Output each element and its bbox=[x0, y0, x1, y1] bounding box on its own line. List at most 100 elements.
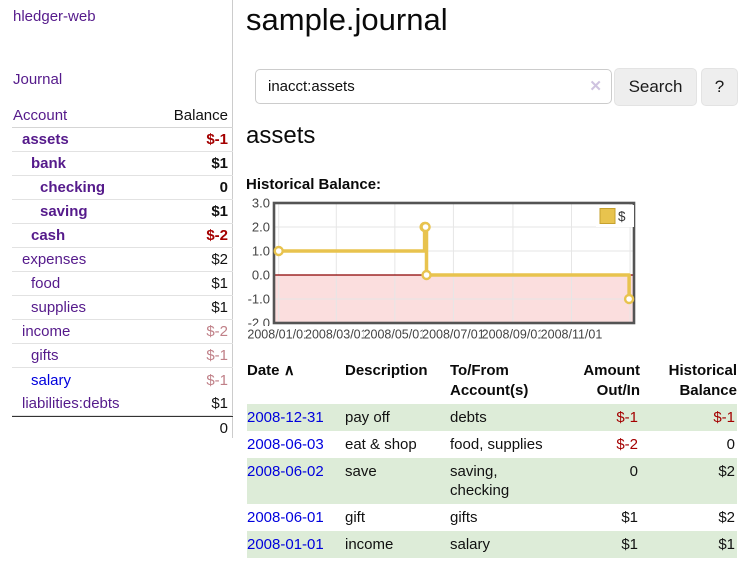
account-balance: $1 bbox=[211, 395, 228, 412]
account-table-header: Account Balance bbox=[12, 104, 233, 128]
description-cell: income bbox=[345, 536, 394, 553]
account-balance: $1 bbox=[211, 203, 228, 220]
legend-swatch bbox=[599, 208, 616, 224]
account-link[interactable]: expenses bbox=[22, 251, 87, 268]
chart-canvas: $3.02.01.00.0-1.0-2.02008/01/012008/03/0… bbox=[247, 196, 636, 342]
account-row: saving $1 bbox=[12, 200, 233, 224]
register-header-row: Date ∧ Description To/From Account(s) Am… bbox=[247, 361, 737, 404]
sidebar: hledger-web Journal Account Balance asse… bbox=[0, 0, 233, 438]
balance-cell: $2 bbox=[718, 509, 735, 526]
account-balance: $-2 bbox=[206, 323, 228, 340]
amount-cell: $1 bbox=[621, 536, 638, 553]
transaction-row: 2008-06-03 eat & shop food, supplies $-2 0 bbox=[247, 431, 737, 458]
search-bar: ✕ bbox=[255, 69, 612, 104]
account-rows: assets $-1 bank $1 checking 0 saving $1 cash $-2 e… bbox=[12, 128, 233, 416]
historical-balance-chart: $3.0 2.0 1.0 0.0 -1.0 -2.0 2008/01/01 2008/03/0… bbox=[240, 196, 680, 346]
chart-title: Historical Balance: bbox=[246, 176, 382, 193]
register-table: Date ∧ Description To/From Account(s) Am… bbox=[247, 361, 737, 558]
account-row: expenses $2 bbox=[12, 248, 233, 272]
x-tick-label: 2008/07/01 bbox=[422, 328, 485, 342]
account-link[interactable]: assets bbox=[22, 131, 69, 148]
transaction-date-link[interactable]: 2008-01-01 bbox=[247, 536, 324, 553]
y-tick-label: 2.0 bbox=[252, 220, 270, 235]
transaction-date-link[interactable]: 2008-06-03 bbox=[247, 436, 324, 453]
transaction-date-link[interactable]: 2008-12-31 bbox=[247, 409, 324, 426]
accounts-cell: debts bbox=[450, 409, 487, 426]
date-cell: 2008-06-01 bbox=[247, 504, 345, 531]
account-balance: $1 bbox=[211, 299, 228, 316]
account-row: cash $-2 bbox=[12, 224, 233, 248]
accounts-column-header: To/From Account(s) bbox=[450, 362, 529, 399]
account-balance-table: Account Balance assets $-1 bank $1 checking 0… bbox=[12, 104, 233, 439]
account-balance: $-1 bbox=[206, 371, 228, 389]
date-column-header[interactable]: Date ∧ bbox=[247, 362, 295, 379]
accounts-cell: food, supplies bbox=[450, 436, 543, 453]
x-tick-label: 2008/03/01 bbox=[305, 328, 368, 342]
transaction-row: 2008-06-01 gift gifts $1 $2 bbox=[247, 504, 737, 531]
sidebar-item-journal[interactable]: Journal bbox=[13, 71, 63, 88]
balance-cell: $2 bbox=[718, 463, 735, 480]
account-link[interactable]: supplies bbox=[31, 299, 87, 316]
account-balance: $-1 bbox=[206, 131, 228, 148]
clear-search-icon[interactable]: ✕ bbox=[589, 78, 602, 95]
app-title-link[interactable]: hledger-web bbox=[13, 8, 96, 25]
date-cell: 2008-06-02 bbox=[247, 458, 345, 504]
sort-asc-icon: ∧ bbox=[283, 362, 295, 379]
y-tick-label: 0.0 bbox=[252, 268, 270, 283]
account-link[interactable]: checking bbox=[40, 179, 106, 196]
y-tick-label: -1.0 bbox=[248, 292, 270, 307]
account-balance: $-2 bbox=[206, 227, 228, 244]
date-cell: 2008-06-03 bbox=[247, 431, 345, 458]
account-balance: $-1 bbox=[206, 347, 228, 364]
account-balance: 0 bbox=[219, 179, 228, 196]
account-balance: $2 bbox=[211, 251, 228, 268]
current-account-heading: assets bbox=[246, 122, 316, 149]
account-row: checking 0 bbox=[12, 176, 233, 200]
transaction-row: 2008-12-31 pay off debts $-1 $-1 bbox=[247, 404, 737, 431]
y-tick-label: 3.0 bbox=[252, 196, 270, 211]
amount-column-header: Amount Out/In bbox=[583, 362, 640, 399]
amount-cell: $1 bbox=[621, 509, 638, 526]
balance-cell: 0 bbox=[726, 436, 735, 453]
transaction-row: 2008-06-02 save saving, checking 0 $2 bbox=[247, 458, 737, 504]
account-row: assets $-1 bbox=[12, 128, 233, 152]
page-title: sample.journal bbox=[246, 2, 448, 37]
account-row: food $1 bbox=[12, 272, 233, 296]
account-row: salary $-1 bbox=[12, 368, 233, 392]
amount-cell: $-1 bbox=[616, 409, 638, 426]
x-tick-label: 2008/01/01 bbox=[247, 328, 310, 342]
total-balance: 0 bbox=[219, 419, 228, 437]
account-link[interactable]: gifts bbox=[31, 347, 59, 364]
search-input[interactable] bbox=[255, 69, 612, 104]
account-total-row: 0 bbox=[12, 416, 233, 439]
y-tick-label: 1.0 bbox=[252, 244, 270, 259]
description-cell: eat & shop bbox=[345, 436, 417, 453]
search-button[interactable]: Search bbox=[614, 68, 697, 106]
account-link[interactable]: salary bbox=[31, 371, 72, 389]
description-cell: gift bbox=[345, 509, 366, 526]
accounts-cell: salary bbox=[450, 536, 491, 553]
date-cell: 2008-12-31 bbox=[247, 404, 345, 431]
account-link[interactable]: income bbox=[22, 323, 71, 340]
account-link[interactable]: saving bbox=[40, 203, 88, 220]
transaction-row: 2008-01-01 income salary $1 $1 bbox=[247, 531, 737, 558]
account-balance: $1 bbox=[211, 275, 228, 292]
account-row: liabilities:debts $1 bbox=[12, 392, 233, 416]
account-link[interactable]: cash bbox=[31, 227, 66, 244]
transaction-date-link[interactable]: 2008-06-01 bbox=[247, 509, 324, 526]
account-balance: $1 bbox=[211, 155, 228, 172]
balance-cell: $-1 bbox=[713, 409, 735, 426]
transaction-date-link[interactable]: 2008-06-02 bbox=[247, 463, 324, 480]
accounts-cell: gifts bbox=[450, 509, 478, 526]
date-cell: 2008-01-01 bbox=[247, 531, 345, 558]
account-link[interactable]: food bbox=[31, 275, 61, 292]
help-button[interactable]: ? bbox=[701, 68, 738, 106]
balance-cell: $1 bbox=[718, 536, 735, 553]
account-row: supplies $1 bbox=[12, 296, 233, 320]
account-row: income $-2 bbox=[12, 320, 233, 344]
account-link[interactable]: liabilities:debts bbox=[22, 395, 120, 412]
account-row: bank $1 bbox=[12, 152, 233, 176]
account-link[interactable]: bank bbox=[31, 155, 67, 172]
x-tick-label: 2008/05/01 bbox=[364, 328, 427, 342]
legend-label: $ bbox=[618, 209, 626, 224]
